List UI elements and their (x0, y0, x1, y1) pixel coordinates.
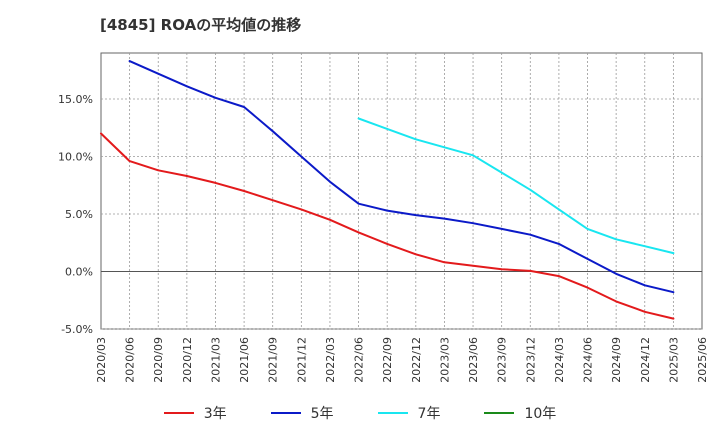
x-tick-label: 2023/03 (438, 337, 451, 383)
x-tick-label: 2024/03 (553, 337, 566, 383)
legend-label: 5年 (310, 406, 334, 422)
legend-item: 3年 (163, 403, 227, 423)
y-tick-label: -5.0% (61, 323, 93, 336)
x-tick-label: 2020/09 (152, 337, 165, 383)
x-tick-label: 2024/09 (610, 337, 623, 383)
x-tick-label: 2023/12 (524, 337, 537, 383)
x-tick-label: 2022/03 (324, 337, 337, 383)
y-tick-label: 5.0% (65, 208, 93, 221)
plot-area (100, 52, 703, 330)
x-tick-label: 2022/06 (353, 337, 366, 383)
legend-swatch (270, 412, 301, 414)
legend-label: 10年 (524, 406, 557, 422)
legend-label: 7年 (417, 406, 441, 422)
x-tick-label: 2021/09 (267, 337, 280, 383)
series-line-7年 (357, 117, 675, 255)
x-tick-label: 2024/12 (639, 337, 652, 383)
x-tick-label: 2021/06 (238, 337, 251, 383)
chart-title: [4845] ROAの平均値の推移 (100, 16, 302, 34)
legend-swatch (484, 412, 515, 414)
legend-label: 3年 (203, 406, 227, 422)
x-tick-label: 2021/03 (209, 337, 222, 383)
legend-swatch (163, 412, 194, 414)
x-tick-label: 2024/06 (582, 337, 595, 383)
x-tick-label: 2022/12 (410, 337, 423, 383)
series-line-3年 (100, 132, 675, 320)
y-tick-label: 0.0% (65, 266, 93, 279)
x-tick-label: 2025/06 (696, 337, 709, 383)
legend: 3年 5年 7年 10年 (0, 403, 720, 423)
x-tick-label: 2020/12 (181, 337, 194, 383)
series-line-5年 (128, 60, 675, 294)
y-tick-label: 15.0% (58, 93, 93, 106)
y-tick-label: 10.0% (58, 151, 93, 164)
legend-item: 5年 (270, 403, 334, 423)
x-tick-label: 2025/03 (667, 337, 680, 383)
x-tick-label: 2021/12 (295, 337, 308, 383)
x-tick-label: 2020/06 (124, 337, 137, 383)
legend-swatch (377, 412, 408, 414)
x-tick-label: 2022/09 (381, 337, 394, 383)
legend-item: 10年 (484, 403, 556, 423)
x-tick-label: 2023/09 (496, 337, 509, 383)
x-tick-label: 2020/03 (95, 337, 108, 383)
x-tick-label: 2023/06 (467, 337, 480, 383)
legend-item: 7年 (377, 403, 441, 423)
